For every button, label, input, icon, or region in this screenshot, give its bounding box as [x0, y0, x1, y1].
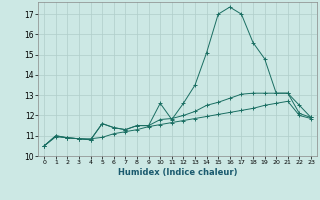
X-axis label: Humidex (Indice chaleur): Humidex (Indice chaleur): [118, 168, 237, 177]
